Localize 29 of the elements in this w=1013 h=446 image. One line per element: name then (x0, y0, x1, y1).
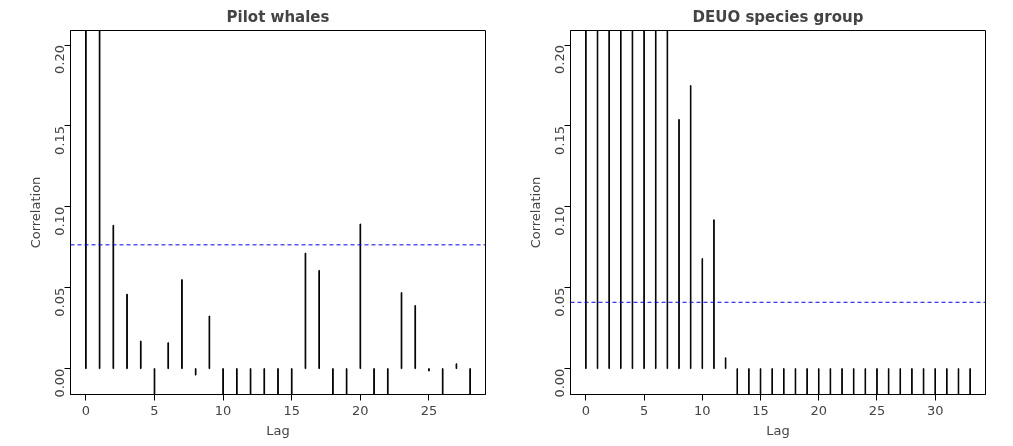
chart-title: Pilot whales (226, 7, 330, 26)
y-tick-label: 0.00 (52, 368, 67, 398)
x-tick-label: 25 (420, 402, 438, 418)
y-tick-label: 0.00 (552, 368, 567, 398)
x-tick-label: 25 (868, 402, 886, 418)
x-tick-label: 30 (926, 402, 944, 418)
x-axis-title: Lag (766, 422, 790, 438)
y-tick-label: 0.10 (52, 206, 67, 236)
x-tick-label: 0 (81, 402, 91, 418)
y-tick-label: 0.15 (552, 125, 567, 155)
y-tick-label: 0.20 (52, 45, 67, 75)
chart-title: DEUO species group (692, 7, 864, 26)
y-tick-label: 0.05 (52, 287, 67, 317)
x-tick-label: 15 (283, 402, 300, 418)
y-tick-label: 0.20 (552, 45, 567, 75)
x-tick-label: 0 (581, 402, 591, 418)
x-tick-label: 15 (752, 402, 769, 418)
x-axis-title: Lag (266, 422, 290, 438)
y-tick-label: 0.15 (52, 125, 67, 155)
y-tick-label: 0.05 (552, 287, 567, 317)
x-tick-label: 10 (214, 402, 232, 418)
x-tick-label: 5 (639, 402, 649, 418)
x-tick-label: 10 (694, 402, 711, 418)
y-tick-label: 0.10 (552, 206, 567, 236)
x-tick-label: 5 (150, 402, 159, 418)
y-axis-title: Correlation (527, 176, 543, 249)
x-tick-label: 20 (352, 402, 369, 418)
x-tick-label: 20 (810, 402, 828, 418)
y-axis-title: Correlation (27, 176, 43, 249)
